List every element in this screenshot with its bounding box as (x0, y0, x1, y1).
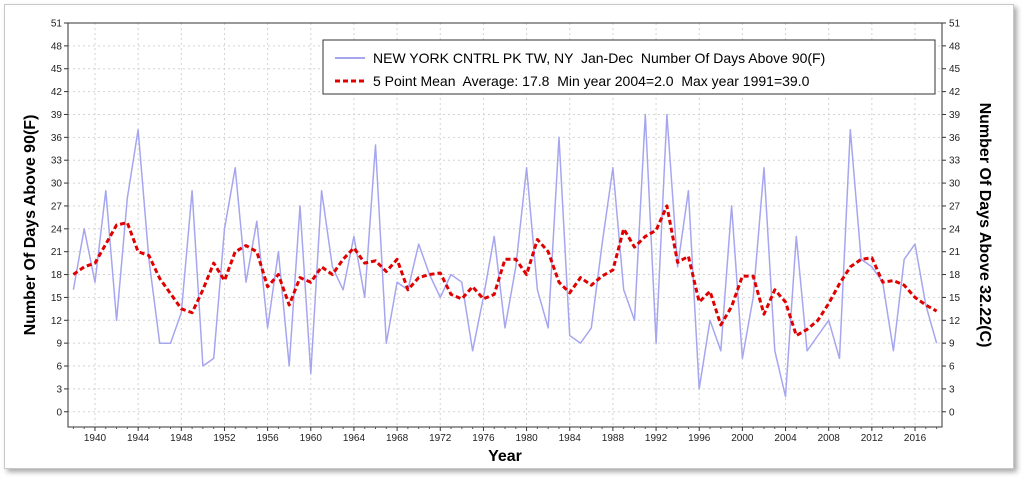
x-tick-label: 1976 (472, 433, 495, 444)
y-tick-label-right: 27 (949, 201, 961, 212)
x-tick-label: 2016 (904, 433, 927, 444)
y-tick-label: 0 (56, 407, 62, 418)
y-tick-label-right: 33 (949, 156, 961, 167)
y-tick-label: 48 (51, 41, 63, 52)
legend-box (322, 39, 936, 95)
chart-frame: 0 3 6 9 12 15 18 21 24 27 30 33 36 39 42 45 48 51 0 3 6 9 12 1… (4, 4, 1014, 469)
y-tick-label: 3 (56, 384, 62, 395)
y-tick-label-right: 15 (949, 293, 961, 304)
y-tick-label: 51 (51, 19, 63, 30)
y-tick-label: 18 (51, 270, 63, 281)
y-tick-label: 9 (56, 339, 62, 350)
x-tick-label: 1952 (213, 433, 236, 444)
y-tick-label-right: 45 (949, 64, 961, 75)
y-tick-label: 27 (51, 201, 63, 212)
x-tick-label: 1980 (515, 433, 538, 444)
y-tick-label-right: 0 (949, 407, 955, 418)
x-tick-label: 2012 (861, 433, 884, 444)
x-axis-title: Year (488, 448, 522, 465)
y-tick-label-right: 36 (949, 133, 961, 144)
y-tick-label-right: 21 (949, 247, 961, 258)
legend: NEW YORK CNTRL PK TW, NY Jan-Dec Number … (322, 39, 936, 95)
series-line-5-point-mean (72, 204, 938, 337)
x-tick-label: 2004 (774, 433, 797, 444)
y-tick-label: 21 (51, 247, 63, 258)
x-tick-label: 1984 (559, 433, 582, 444)
y-tick-label-right: 39 (949, 110, 961, 121)
y-tick-label-right: 48 (949, 41, 961, 52)
y-tick-label-right: 3 (949, 384, 955, 395)
legend-entry-daily-count: NEW YORK CNTRL PK TW, NY Jan-Dec Number … (373, 50, 825, 66)
y-tick-label: 39 (51, 110, 63, 121)
x-tick-label: 1964 (343, 433, 366, 444)
y-tick-label: 36 (51, 133, 63, 144)
y-tick-label: 24 (51, 224, 63, 235)
x-tick-label: 1972 (429, 433, 452, 444)
x-tick-label: 1992 (645, 433, 668, 444)
x-tick-label: 1996 (688, 433, 711, 444)
y-axis-right-title: Number Of Days Above 32.22(C) (976, 103, 993, 348)
y-tick-label-right: 12 (949, 316, 961, 327)
x-tick-label: 1944 (127, 433, 150, 444)
y-tick-label: 15 (51, 293, 63, 304)
y-tick-label: 45 (51, 64, 63, 75)
y-tick-label-right: 30 (949, 179, 961, 190)
y-tick-label: 6 (56, 362, 62, 373)
y-tick-label: 12 (51, 316, 63, 327)
x-tick-label: 1988 (602, 433, 625, 444)
y-tick-label: 30 (51, 179, 63, 190)
y-tick-label-right: 42 (949, 87, 961, 98)
y-tick-label-right: 6 (949, 362, 955, 373)
x-axis-ticks: 1940 1944 1948 1952 1956 1960 1964 1968 1972 1976… (72, 427, 938, 444)
x-tick-label: 1960 (300, 433, 323, 444)
y-tick-label-right: 51 (949, 19, 961, 30)
series-line-daily-count (72, 113, 938, 398)
grid-lines (68, 22, 942, 427)
x-tick-label: 1968 (386, 433, 409, 444)
y-tick-label-right: 24 (949, 224, 961, 235)
x-tick-label: 1940 (84, 433, 107, 444)
x-tick-label: 1956 (256, 433, 279, 444)
y-tick-label: 33 (51, 156, 63, 167)
x-tick-label: 2000 (731, 433, 754, 444)
y-tick-label-right: 9 (949, 339, 955, 350)
x-tick-label: 1948 (170, 433, 193, 444)
y-tick-label-right: 18 (949, 270, 961, 281)
legend-entry-5-point-mean: 5 Point Mean Average: 17.8 Min year 2004… (373, 73, 810, 89)
y-tick-label: 42 (51, 87, 63, 98)
x-tick-label: 2008 (818, 433, 841, 444)
series-layer (72, 113, 938, 398)
y-axis-left-title: Number Of Days Above 90(F) (22, 115, 39, 336)
